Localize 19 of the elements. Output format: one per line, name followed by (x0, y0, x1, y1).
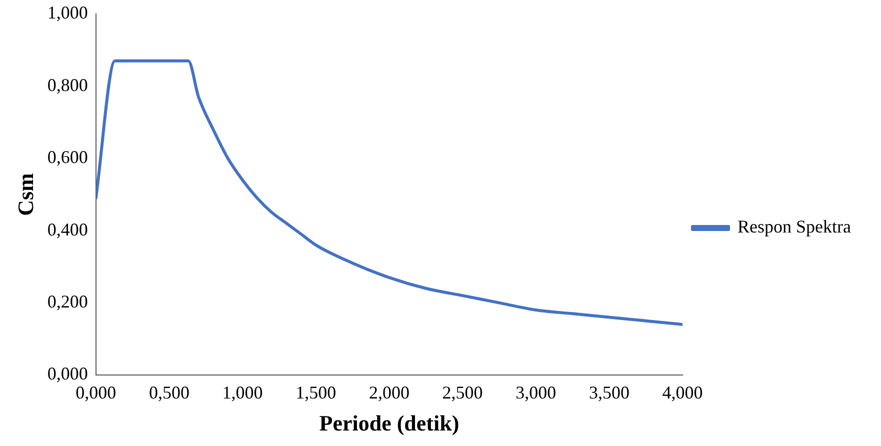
y-tick-label: 0,600 (47, 147, 88, 168)
x-tick-label: 1,000 (222, 382, 263, 403)
x-tick-label: 0,000 (76, 382, 116, 403)
x-tick-label: 1,500 (296, 382, 336, 403)
line-series (96, 59, 683, 326)
y-tick-label: 0,200 (47, 292, 88, 312)
y-tick-label: 0,800 (47, 74, 88, 95)
y-tick-label: 1,000 (47, 2, 88, 23)
x-tick-label: 2,000 (368, 382, 410, 403)
y-tick-label: 0,400 (47, 219, 88, 240)
legend-label: Respon Spektra (738, 216, 852, 237)
x-tick-label: 4,000 (662, 382, 703, 403)
x-tick-label: 0,500 (148, 382, 190, 403)
x-tick-label: 3,000 (516, 382, 556, 403)
y-tick-label: 0,000 (47, 364, 88, 384)
x-axis-title: Periode (detik) (319, 410, 460, 436)
x-tick-label: 2,500 (442, 382, 483, 403)
x-tick-label: 3,500 (588, 382, 630, 403)
y-axis-title: Csm (12, 173, 38, 216)
